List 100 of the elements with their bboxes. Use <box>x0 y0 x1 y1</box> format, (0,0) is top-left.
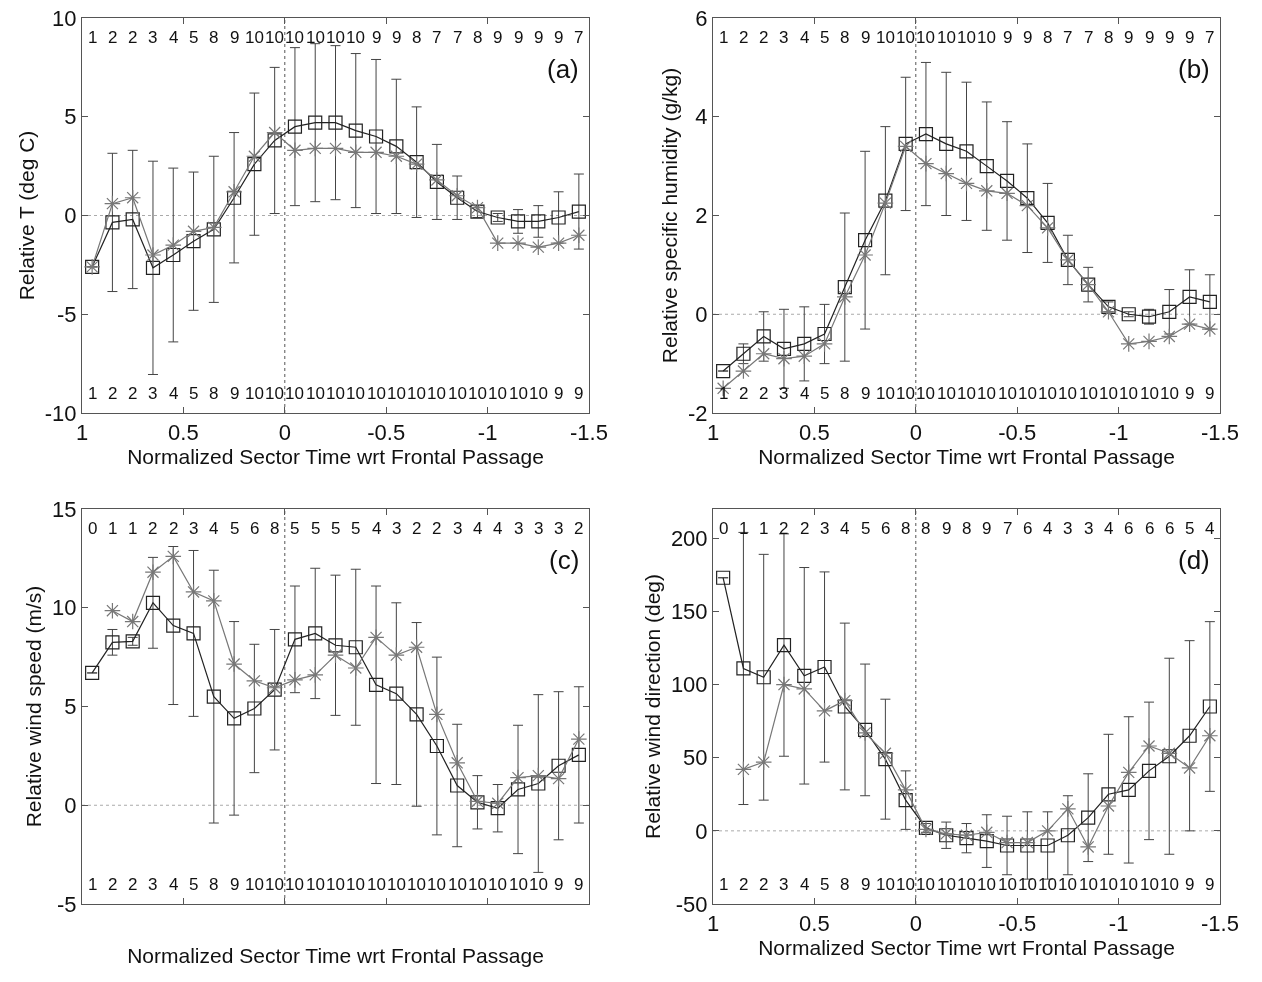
annotation: 10 <box>1119 384 1138 403</box>
annotation: 9 <box>1145 28 1155 47</box>
annotation: 10 <box>265 28 284 47</box>
annotation: 10 <box>1058 875 1077 894</box>
annotation: 10 <box>876 875 895 894</box>
annotation: 2 <box>148 519 158 538</box>
annotation: 2 <box>739 28 749 47</box>
annotation: 5 <box>820 875 830 894</box>
x-tick-label: -0.5 <box>367 420 406 446</box>
annotation: 1 <box>108 519 118 538</box>
y-tick-label: 200 <box>670 525 708 551</box>
annotation: 10 <box>957 384 976 403</box>
annotation: 10 <box>896 28 915 47</box>
annotation: 1 <box>88 384 98 403</box>
annotation: 2 <box>108 28 118 47</box>
annotation: 2 <box>108 875 118 894</box>
annotation: 3 <box>820 519 830 538</box>
y-tick-label: 150 <box>670 599 708 625</box>
annotation: 3 <box>554 519 564 538</box>
annotation: 4 <box>840 519 850 538</box>
x-tick-label: -1.5 <box>1201 911 1239 937</box>
annotation: 2 <box>432 519 442 538</box>
annotation: 10 <box>1079 384 1098 403</box>
annotation: 3 <box>779 875 789 894</box>
y-tick-label: -5 <box>57 891 77 917</box>
annotation: 1 <box>759 519 769 538</box>
annotation: 8 <box>1104 28 1114 47</box>
y-tick-label: 5 <box>64 104 77 130</box>
annotation: 4 <box>1104 519 1114 538</box>
annotation: 1 <box>719 28 729 47</box>
annotation: 5 <box>189 28 199 47</box>
annotation: 10 <box>1160 384 1179 403</box>
annotation: 10 <box>977 384 996 403</box>
annotation: 10 <box>1018 384 1037 403</box>
annotation: 2 <box>412 519 422 538</box>
annotation: 8 <box>1043 28 1053 47</box>
annotation: 5 <box>311 519 321 538</box>
annotation: 4 <box>473 519 483 538</box>
annotation: 5 <box>331 519 341 538</box>
annotation: 10 <box>937 384 956 403</box>
annotation: 10 <box>1099 384 1118 403</box>
annotation: 3 <box>392 519 402 538</box>
annotation: 9 <box>942 519 952 538</box>
annotation: 9 <box>1185 384 1195 403</box>
annotation: 10 <box>896 384 915 403</box>
annotation: 10 <box>916 875 935 894</box>
annotation: 10 <box>957 875 976 894</box>
x-axis-title: Normalized Sector Time wrt Frontal Passage <box>758 936 1175 960</box>
annotation: 10 <box>306 384 325 403</box>
annotation: 2 <box>739 875 749 894</box>
x-tick-label: 0 <box>909 911 922 937</box>
annotation: 4 <box>169 384 179 403</box>
x-tick-label: -0.5 <box>998 420 1037 446</box>
annotation: 9 <box>493 28 503 47</box>
annotation: 9 <box>574 384 584 403</box>
annotation: 10 <box>998 875 1017 894</box>
annotation: 7 <box>1205 28 1215 47</box>
x-tick-label: 0 <box>278 420 291 446</box>
annotation: 10 <box>326 875 345 894</box>
x-tick-label: 0.5 <box>168 420 199 446</box>
annotation: 10 <box>488 875 507 894</box>
annotation: 4 <box>209 519 219 538</box>
annotation: 10 <box>407 875 426 894</box>
annotation: 5 <box>230 519 240 538</box>
y-tick-label: 5 <box>64 694 77 720</box>
annotation: 2 <box>779 519 789 538</box>
annotation: 7 <box>432 28 442 47</box>
annotation: 10 <box>937 875 956 894</box>
annotation: 1 <box>719 875 729 894</box>
y-axis-title: Relative wind speed (m/s) <box>22 585 46 828</box>
annotation: 8 <box>412 28 422 47</box>
annotation: 6 <box>250 519 260 538</box>
annotation: 4 <box>372 519 382 538</box>
y-tick-label: 0 <box>695 818 708 844</box>
annotation: 3 <box>148 875 158 894</box>
annotation: 0 <box>88 519 98 538</box>
x-tick-label: -1 <box>1108 420 1129 446</box>
annotation: 5 <box>351 519 361 538</box>
annotation: 2 <box>759 875 769 894</box>
annotation: 10 <box>387 875 406 894</box>
annotation: 2 <box>759 384 769 403</box>
annotation: 10 <box>1018 875 1037 894</box>
x-tick-label: -1 <box>477 420 498 446</box>
x-tick-label: -0.5 <box>998 911 1037 937</box>
annotation: 10 <box>1058 384 1077 403</box>
annotation: 9 <box>1003 28 1013 47</box>
annotation: 10 <box>245 875 264 894</box>
annotation: 10 <box>977 875 996 894</box>
annotation: 10 <box>529 875 548 894</box>
annotation: 9 <box>230 28 240 47</box>
annotation: 10 <box>468 875 487 894</box>
annotation: 10 <box>326 28 345 47</box>
annotation: 6 <box>1023 519 1033 538</box>
annotation: 10 <box>448 875 467 894</box>
annotation: 10 <box>285 875 304 894</box>
annotation: 10 <box>285 28 304 47</box>
annotation: 9 <box>372 28 382 47</box>
annotation: 9 <box>230 384 240 403</box>
annotation: 10 <box>346 875 365 894</box>
annotation: 3 <box>148 384 158 403</box>
